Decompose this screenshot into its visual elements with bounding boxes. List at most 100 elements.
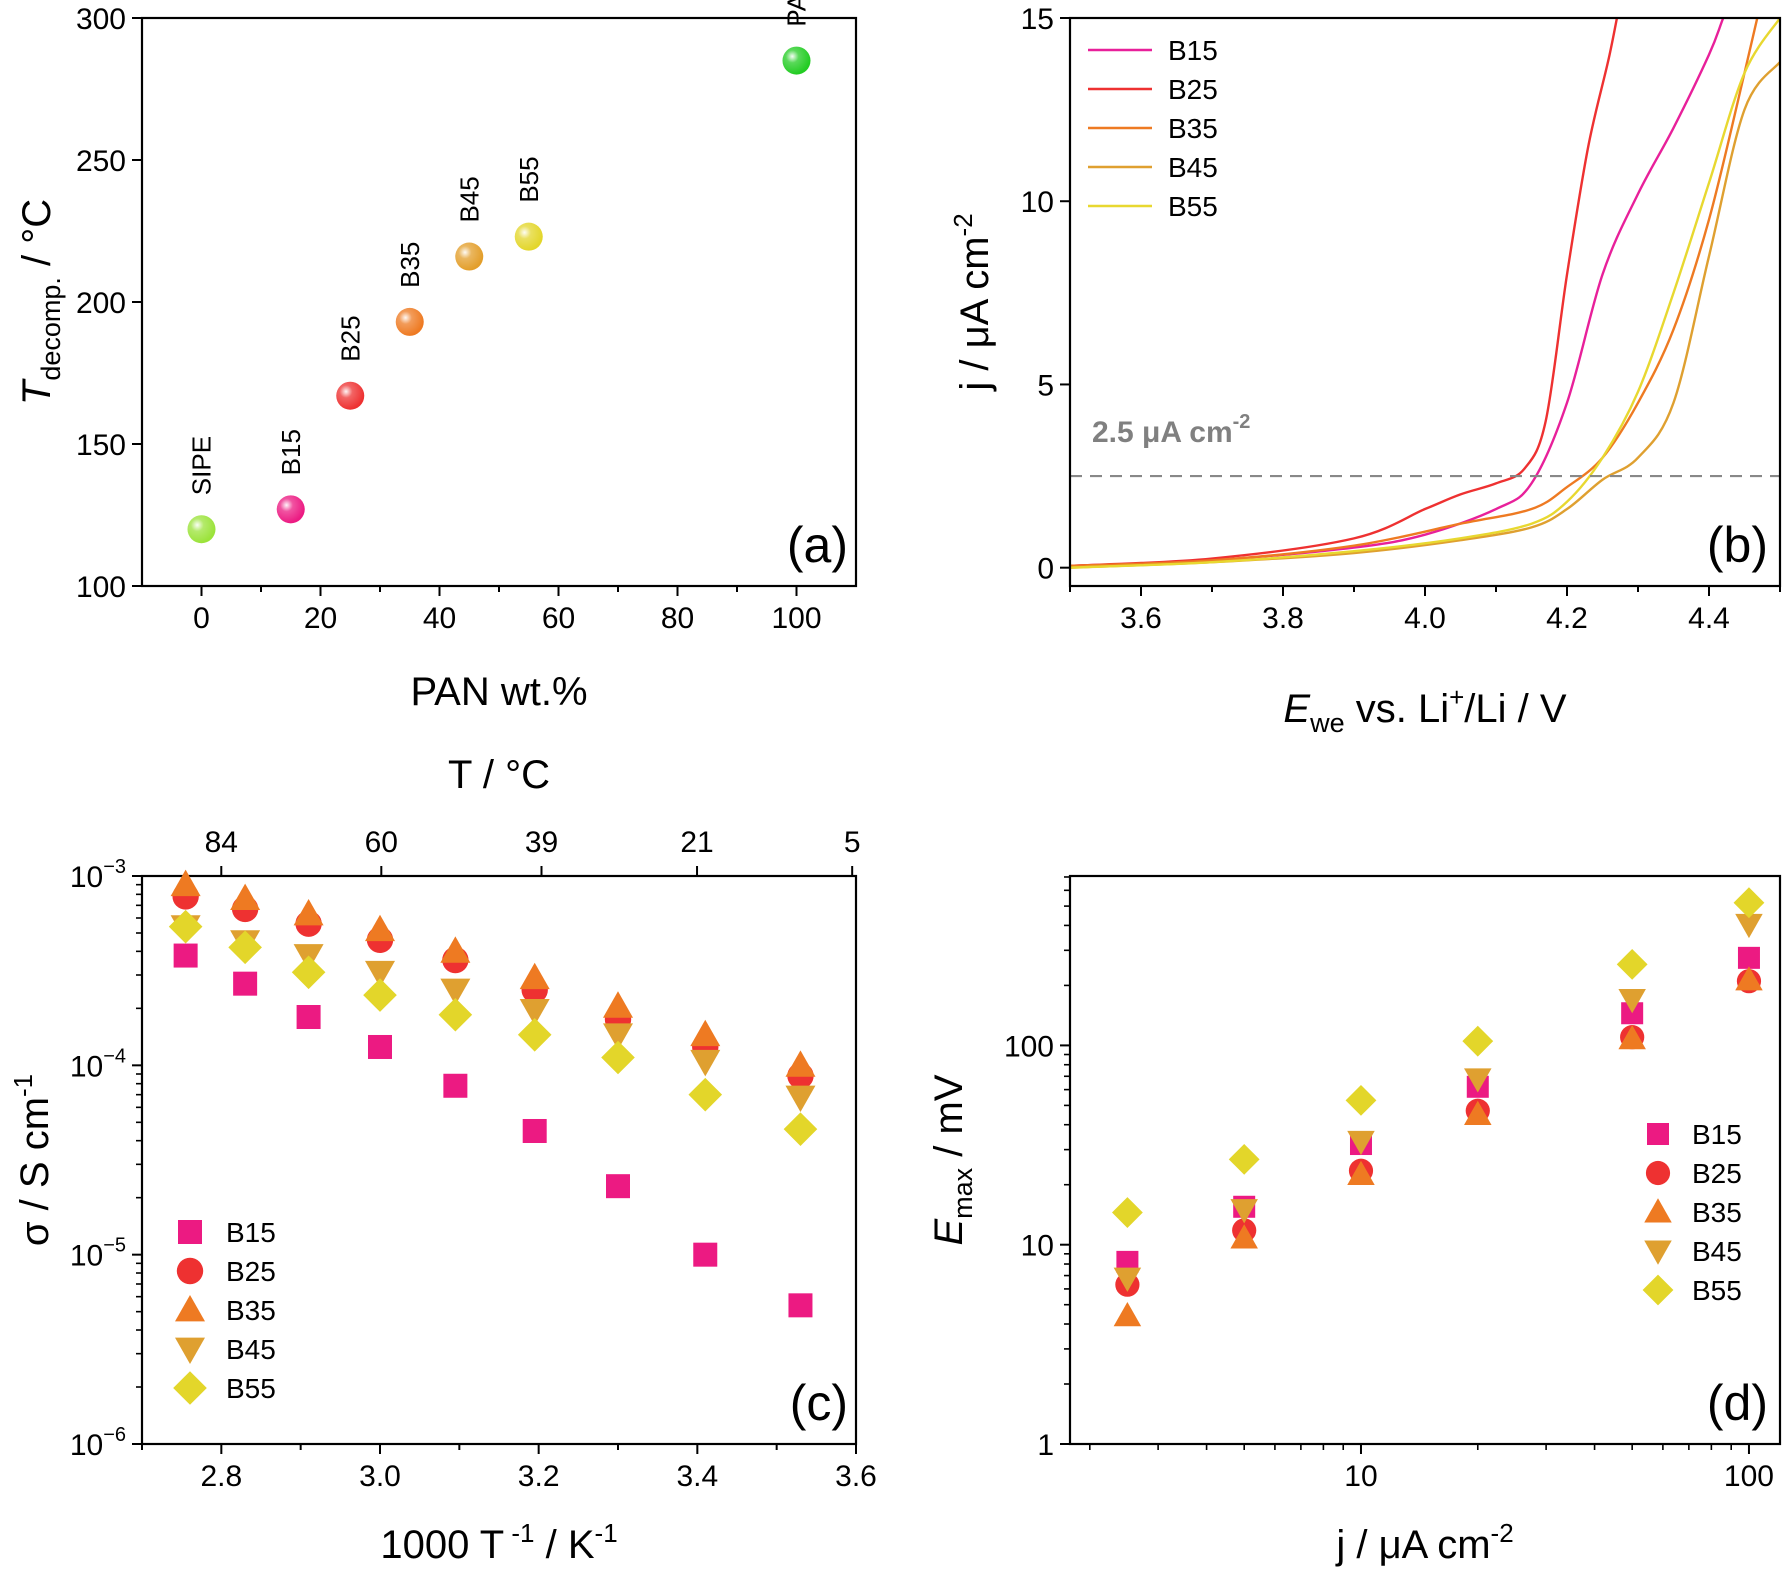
panel-a-tag: (a) — [787, 517, 848, 573]
y-tick-label: 150 — [76, 429, 126, 462]
legend-label: B25 — [1692, 1158, 1742, 1189]
legend-item: B25 — [1088, 74, 1218, 105]
legend-marker — [1644, 1240, 1672, 1265]
legend-item: B35 — [1088, 113, 1218, 144]
panel-d-ticks: 10 100 1 10 100 — [1004, 876, 1774, 1493]
legend-marker — [1642, 1274, 1674, 1306]
panel-a-ticks: 0 20 40 60 80 100 100 150 200 250 300 — [76, 3, 822, 635]
data-point: PAN — [782, 0, 812, 75]
point-label: PAN — [782, 0, 812, 27]
data-point — [690, 1019, 721, 1047]
y-tick-exp: −5 — [103, 1235, 126, 1257]
data-point — [1113, 1267, 1142, 1292]
legend-label: B35 — [226, 1295, 276, 1326]
panel-d-ylabel-main: E — [927, 1218, 971, 1246]
panel-d-tag: (d) — [1707, 1375, 1768, 1431]
x-tick-label: 3.0 — [359, 1460, 401, 1493]
panel-b-threshold-label: 2.5 μA cm-2 — [1092, 411, 1250, 449]
x-tick-label: 100 — [1724, 1460, 1774, 1493]
legend-label: B15 — [1168, 35, 1218, 66]
legend-marker — [1644, 1198, 1672, 1223]
data-point — [601, 1040, 635, 1075]
legend-item: B45 — [175, 1334, 276, 1365]
legend-item: B15 — [178, 1217, 276, 1248]
data-point — [522, 1118, 547, 1143]
data-point — [1228, 1143, 1260, 1175]
legend-label: B15 — [1692, 1119, 1742, 1150]
data-point — [519, 962, 550, 990]
panel-c-ticks: 2.8 3.0 3.2 3.4 3.610−610−510−410−384 60 39 21 5 — [70, 826, 877, 1493]
panel-c-xlabel-sup2: -1 — [595, 1518, 618, 1548]
data-point — [519, 999, 550, 1026]
y-tick-label: 5 — [1037, 369, 1054, 402]
x-tick-label: 3.2 — [518, 1460, 560, 1493]
panel-c-xlabel-sup1: -1 — [504, 1518, 534, 1548]
panel-d-marks — [1111, 887, 1765, 1327]
data-point — [603, 991, 633, 1018]
panel-b-xlabel-tail: vs. Li — [1345, 687, 1449, 731]
legend-item: B25 — [1645, 1158, 1742, 1189]
data-point: B15 — [276, 429, 306, 524]
data-point — [1111, 1197, 1143, 1228]
y-tick-base: 10 — [70, 1240, 103, 1273]
data-point: B55 — [514, 156, 544, 251]
data-point — [1345, 1084, 1377, 1116]
panel-d-ylabel: Emax / mV — [927, 1074, 978, 1245]
x-tick-label: 3.6 — [835, 1460, 877, 1493]
legend-item: B15 — [1647, 1119, 1742, 1150]
sphere-highlight — [276, 495, 305, 524]
data-point — [1735, 913, 1763, 939]
sphere-highlight — [782, 46, 811, 75]
legend-item: B25 — [176, 1256, 276, 1287]
y-tick-label: 0 — [1037, 553, 1054, 586]
y-tick-base: 10 — [70, 1429, 103, 1462]
data-point — [363, 978, 397, 1012]
legend-marker — [178, 1220, 202, 1244]
data-point — [228, 930, 262, 965]
y-tick-exp: −4 — [103, 1045, 126, 1067]
data-point — [1230, 1224, 1258, 1249]
data-point — [693, 1242, 718, 1267]
panel-d-ylabel-sub: max — [948, 1167, 978, 1219]
panel-c-xlabel-tail: / K — [535, 1523, 595, 1567]
data-point — [438, 997, 473, 1032]
data-point — [785, 1050, 816, 1077]
data-point — [443, 1073, 468, 1098]
point-label: SIPE — [187, 436, 217, 495]
legend-label: B35 — [1692, 1197, 1742, 1228]
panel-b-tag: (b) — [1707, 517, 1768, 573]
x-tick-label: 3.8 — [1262, 602, 1304, 635]
data-point — [785, 1085, 816, 1113]
top-x-tick-label: 60 — [365, 826, 398, 859]
legend-item: B45 — [1088, 152, 1218, 183]
y-tick-label: 100 — [1004, 1030, 1054, 1063]
data-point — [517, 1017, 552, 1052]
panel-c-ylabel-text: σ / S cm — [13, 1097, 57, 1246]
top-x-tick-label: 39 — [525, 826, 558, 859]
threshold-label-text: 2.5 μA cm — [1092, 416, 1233, 449]
data-point — [1113, 1302, 1142, 1327]
data-point — [365, 960, 395, 988]
legend-label: B35 — [1168, 113, 1218, 144]
data-point — [168, 909, 203, 944]
panel-b-ylabel-text: j / μA cm — [953, 236, 997, 391]
data-point — [1621, 1002, 1644, 1025]
data-point — [606, 1174, 630, 1199]
y-tick-label: 10−4 — [70, 1045, 126, 1083]
panel-d-legend: B15 B25 B35 B45 B55 — [1642, 1119, 1742, 1306]
y-tick-label: 250 — [76, 145, 126, 178]
point-label: B55 — [514, 156, 544, 202]
panel-b-legend: B15 B25 B35 B45 B55 — [1088, 35, 1218, 222]
top-x-tick-label: 84 — [205, 826, 238, 859]
panel-a: 0 20 40 60 80 100 100 150 200 250 300 SIPE B15 B25 B3… — [15, 0, 858, 714]
sphere-highlight — [187, 515, 216, 544]
panel-a-ylabel-tail: / °C — [15, 199, 59, 277]
panel-d-xlabel-text: j / μA cm — [1335, 1523, 1490, 1567]
y-tick-label: 10 — [1021, 186, 1054, 219]
panel-b-ylabel-sup: -2 — [948, 213, 978, 236]
x-tick-label: 100 — [771, 602, 821, 635]
data-point: B45 — [454, 176, 484, 271]
panel-a-xlabel: PAN wt.% — [410, 670, 587, 714]
panel-c-ylabel: σ / S cm-1 — [8, 1074, 57, 1246]
